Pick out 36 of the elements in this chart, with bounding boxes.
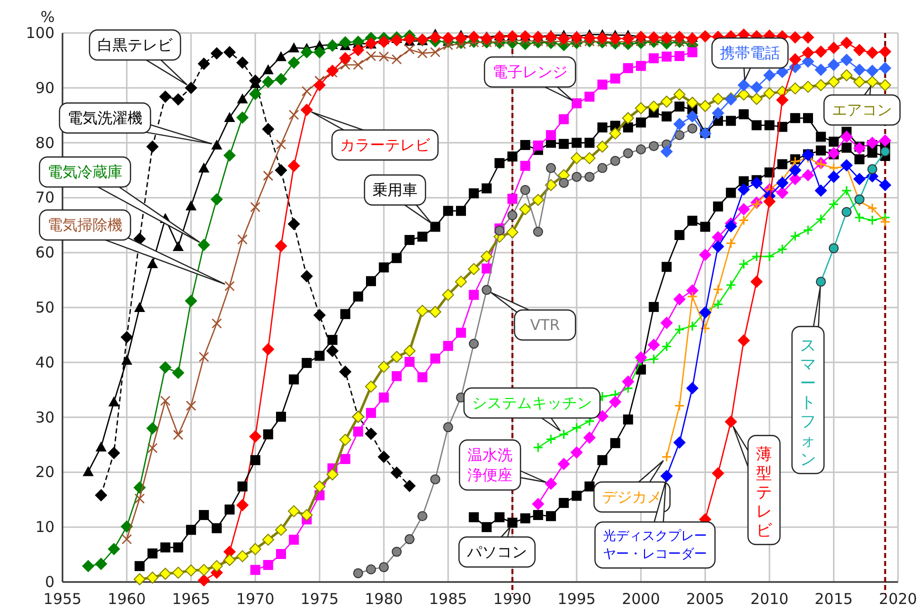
series-label: システムキッチン: [472, 394, 592, 412]
x-tick-label: 2010: [750, 590, 789, 608]
y-tick-label: 60: [35, 244, 54, 262]
series-label: パソコン: [466, 543, 527, 561]
series-label: 温水洗浄便座: [468, 446, 512, 484]
y-tick-label: 70: [35, 188, 54, 207]
x-tick-label: 1960: [108, 590, 146, 608]
x-tick-label: 1985: [429, 590, 468, 608]
series-label: エアコン: [832, 101, 892, 119]
y-tick-label: 100: [26, 24, 54, 42]
x-tick-label: 1965: [172, 590, 210, 608]
y-tick-label: 10: [35, 518, 54, 536]
series-label: 白黒テレビ: [98, 36, 174, 54]
x-tick-label: 1980: [364, 590, 403, 608]
y-tick-label: 90: [35, 78, 54, 97]
y-tick-label: 20: [35, 463, 54, 482]
series-label: 乗用車: [372, 181, 418, 199]
y-axis-title: %: [40, 8, 55, 26]
x-tick-label: 2015: [814, 590, 853, 608]
x-tick-label: 1975: [300, 590, 339, 608]
x-tick-label: 2020: [878, 590, 918, 608]
y-tick-label: 30: [35, 408, 54, 426]
x-tick-label: 2000: [622, 590, 660, 608]
y-tick-label: 0: [44, 573, 54, 591]
series-label: デジカメ: [602, 488, 662, 506]
y-tick-label: 80: [35, 134, 54, 152]
x-tick-label: 2005: [686, 590, 724, 608]
series-label: 薄型テレビ: [756, 444, 773, 540]
x-tick-label: 1955: [43, 590, 82, 608]
y-tick-label: 40: [35, 353, 54, 372]
x-tick-label: 1995: [558, 590, 596, 608]
series-label: 電子レンジ: [492, 63, 568, 81]
x-tick-label: 1990: [493, 590, 532, 608]
series-label: 携帯電話: [720, 44, 780, 62]
y-tick-label: 50: [35, 298, 54, 316]
x-tick-label: 1970: [236, 590, 274, 608]
